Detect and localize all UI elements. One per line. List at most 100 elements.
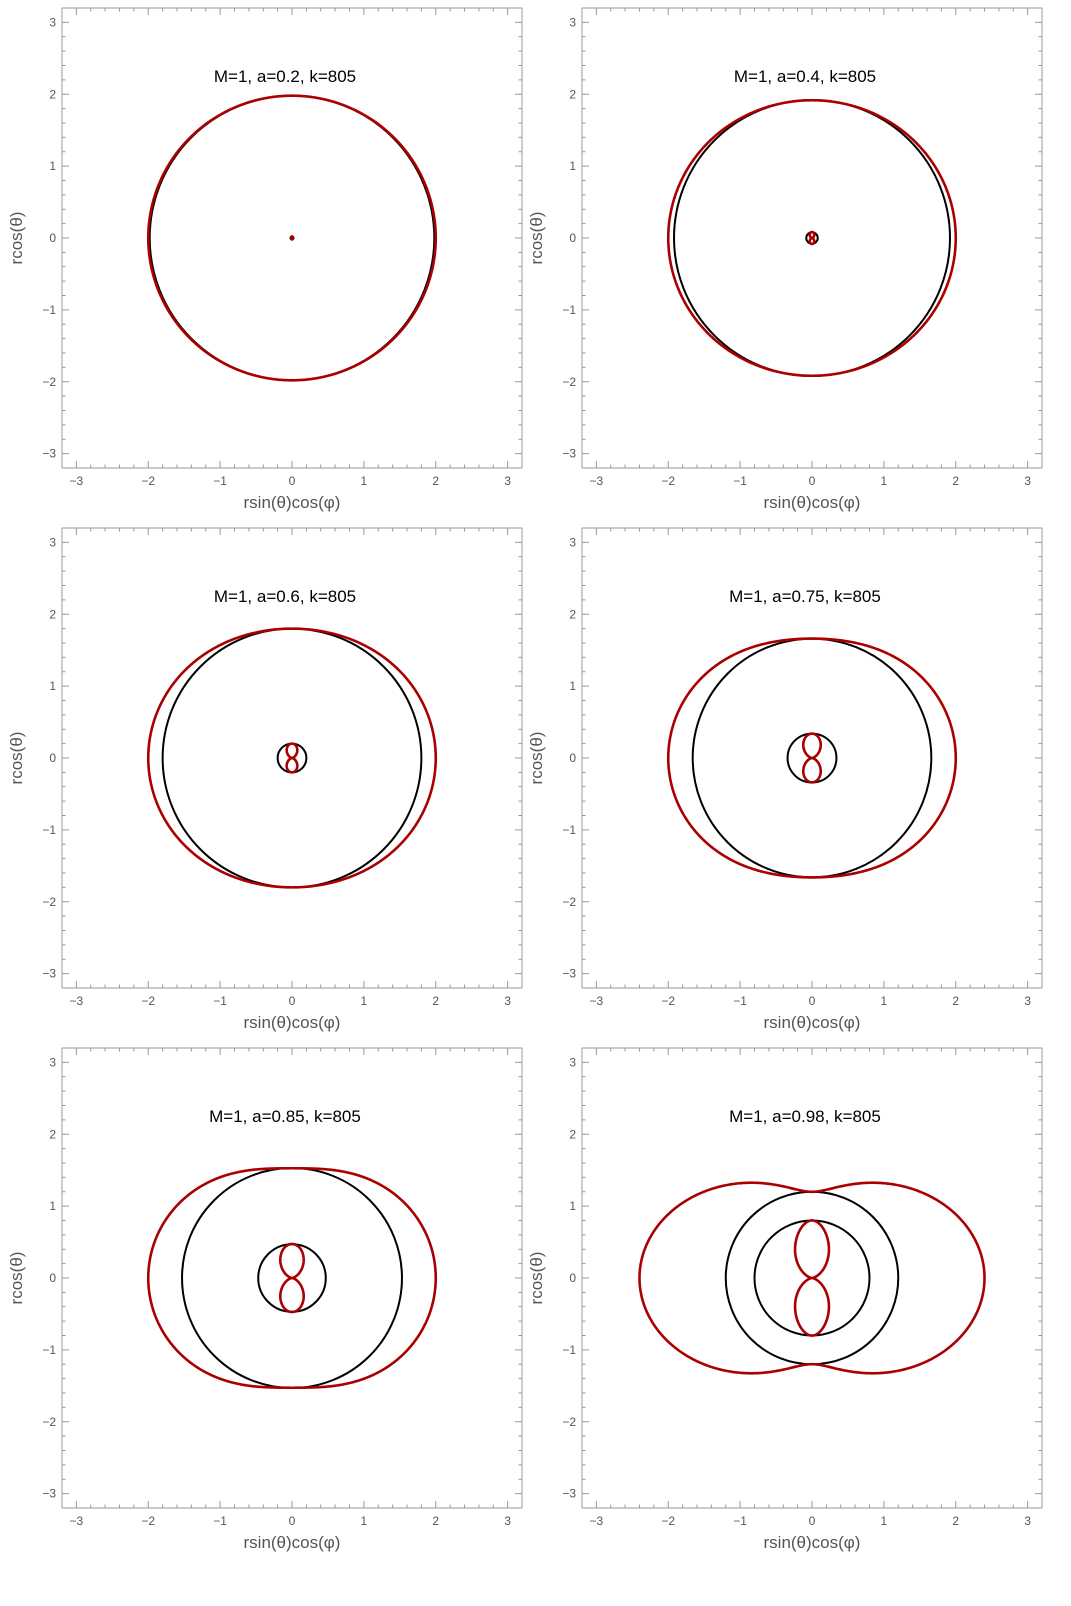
y-axis-label: rcos(θ): [527, 1252, 546, 1305]
y-tick-label: −1: [562, 823, 576, 837]
x-tick-label: 3: [1024, 1514, 1031, 1528]
x-tick-label: −1: [213, 994, 227, 1008]
x-axis-label: rsin(θ)cos(φ): [244, 493, 341, 512]
inner-ergosurface-curve: [279, 1242, 305, 1314]
x-tick-label: −3: [590, 994, 604, 1008]
y-tick-label: −1: [42, 823, 56, 837]
y-tick-label: −3: [42, 1487, 56, 1501]
x-tick-label: 3: [1024, 994, 1031, 1008]
x-tick-label: −3: [590, 474, 604, 488]
x-tick-label: 2: [432, 994, 439, 1008]
x-tick-label: −2: [141, 994, 155, 1008]
x-tick-label: 2: [952, 474, 959, 488]
x-tick-label: 1: [881, 474, 888, 488]
x-tick-label: 0: [289, 994, 296, 1008]
x-tick-label: 2: [432, 474, 439, 488]
chart-title: M=1, a=0.6, k=805: [214, 587, 356, 606]
x-tick-label: 0: [809, 994, 816, 1008]
outer-ergosurface-curve: [146, 627, 438, 889]
chart-title: M=1, a=0.75, k=805: [729, 587, 881, 606]
x-axis-label: rsin(θ)cos(φ): [244, 1013, 341, 1032]
y-tick-label: 1: [569, 679, 576, 693]
x-tick-label: 3: [1024, 474, 1031, 488]
y-tick-label: −1: [562, 1343, 576, 1357]
y-tick-label: 0: [49, 751, 56, 765]
y-tick-label: −3: [562, 1487, 576, 1501]
outer-ergosurface-curve: [146, 1166, 438, 1390]
x-tick-label: −2: [661, 474, 675, 488]
y-tick-label: 1: [49, 159, 56, 173]
x-tick-label: 3: [504, 1514, 511, 1528]
y-tick-label: 1: [49, 1199, 56, 1213]
y-tick-label: 3: [49, 1055, 56, 1069]
y-tick-label: −2: [562, 375, 576, 389]
x-tick-label: 1: [881, 994, 888, 1008]
outer-ergosurface-curve: [146, 94, 438, 382]
x-tick-label: 1: [361, 1514, 368, 1528]
y-tick-label: 0: [569, 751, 576, 765]
y-tick-label: −1: [42, 303, 56, 317]
inner-ergosurface-curve: [793, 1219, 831, 1337]
x-tick-label: 0: [809, 474, 816, 488]
x-tick-label: 3: [504, 994, 511, 1008]
x-tick-label: −3: [590, 1514, 604, 1528]
y-tick-label: 2: [569, 87, 576, 101]
x-axis-label: rsin(θ)cos(φ): [764, 1533, 861, 1552]
y-tick-label: −2: [42, 895, 56, 909]
chart-title: M=1, a=0.85, k=805: [209, 1107, 361, 1126]
y-tick-label: −2: [562, 895, 576, 909]
y-axis-label: rcos(θ): [7, 212, 26, 265]
x-tick-label: −1: [213, 474, 227, 488]
y-tick-label: −2: [42, 375, 56, 389]
plot-area: [146, 94, 438, 382]
x-tick-label: −3: [70, 474, 84, 488]
y-axis-label: rcos(θ): [7, 1252, 26, 1305]
y-tick-label: 1: [569, 159, 576, 173]
x-tick-label: 2: [432, 1514, 439, 1528]
y-tick-label: −1: [42, 1343, 56, 1357]
x-tick-label: −3: [70, 994, 84, 1008]
y-tick-label: −3: [562, 447, 576, 461]
y-tick-label: −3: [42, 447, 56, 461]
inner-ergosurface-curve: [290, 235, 294, 241]
x-tick-label: −2: [141, 474, 155, 488]
y-tick-label: 3: [569, 1055, 576, 1069]
x-tick-label: 2: [952, 994, 959, 1008]
y-tick-label: −3: [562, 967, 576, 981]
y-tick-label: 0: [49, 1271, 56, 1285]
plot-area: [146, 1166, 438, 1390]
inner-ergosurface-curve: [801, 732, 823, 784]
chart-title: M=1, a=0.2, k=805: [214, 67, 356, 86]
x-tick-label: 0: [289, 474, 296, 488]
outer-ergosurface-curve: [638, 1181, 986, 1375]
x-tick-label: −1: [733, 474, 747, 488]
y-tick-label: 2: [49, 1127, 56, 1141]
x-tick-label: −1: [733, 994, 747, 1008]
x-tick-label: −2: [661, 994, 675, 1008]
y-tick-label: 0: [569, 231, 576, 245]
y-tick-label: 2: [569, 1127, 576, 1141]
y-tick-label: 2: [49, 87, 56, 101]
x-tick-label: 3: [504, 474, 511, 488]
y-tick-label: 0: [569, 1271, 576, 1285]
y-tick-label: 2: [569, 607, 576, 621]
x-tick-label: 1: [361, 474, 368, 488]
x-tick-label: 1: [361, 994, 368, 1008]
plot-area: [146, 627, 438, 889]
y-axis-label: rcos(θ): [527, 212, 546, 265]
y-axis-label: rcos(θ): [7, 732, 26, 785]
x-tick-label: 0: [809, 1514, 816, 1528]
chart-title: M=1, a=0.98, k=805: [729, 1107, 881, 1126]
outer-ergosurface-curve: [666, 637, 958, 879]
chart-title: M=1, a=0.4, k=805: [734, 67, 876, 86]
y-tick-label: 0: [49, 231, 56, 245]
y-tick-label: 3: [49, 15, 56, 29]
y-tick-label: −2: [42, 1415, 56, 1429]
y-tick-label: −3: [42, 967, 56, 981]
